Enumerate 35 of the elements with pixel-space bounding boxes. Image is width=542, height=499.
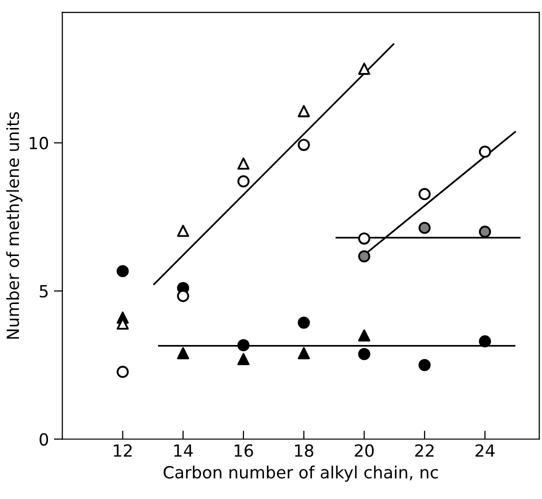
y-tick-label: 0	[40, 433, 48, 446]
x-tick-label: 20	[354, 444, 374, 457]
point	[298, 316, 310, 329]
point	[358, 62, 370, 75]
point	[237, 175, 250, 188]
point	[418, 188, 431, 200]
x-tick-label: 16	[234, 444, 254, 457]
point	[237, 339, 250, 352]
point	[237, 158, 250, 170]
x-tick-label: 22	[415, 444, 434, 457]
point	[418, 358, 431, 372]
point	[237, 353, 250, 366]
point	[478, 226, 492, 238]
point	[116, 366, 129, 378]
point	[358, 232, 370, 245]
point	[478, 146, 492, 158]
x-tick-label: 18	[295, 444, 314, 457]
point	[298, 138, 310, 151]
x-tick-label: 14	[174, 444, 193, 457]
point	[298, 105, 310, 118]
y-tick-label: 5	[40, 285, 48, 298]
point	[418, 222, 431, 234]
x-tick-label: 24	[476, 444, 495, 457]
point	[358, 250, 370, 262]
y-tick-label: 10	[30, 136, 48, 150]
point	[177, 347, 190, 360]
y-axis-title: Number of methylene units	[6, 112, 22, 339]
x-axis-title: Carbon number of alkyl chain, nc	[164, 466, 438, 482]
point	[358, 329, 370, 342]
point	[478, 335, 492, 348]
point	[177, 224, 190, 237]
x-tick-label: 12	[114, 444, 132, 457]
point	[116, 265, 129, 278]
point	[358, 348, 370, 360]
point	[298, 347, 310, 360]
